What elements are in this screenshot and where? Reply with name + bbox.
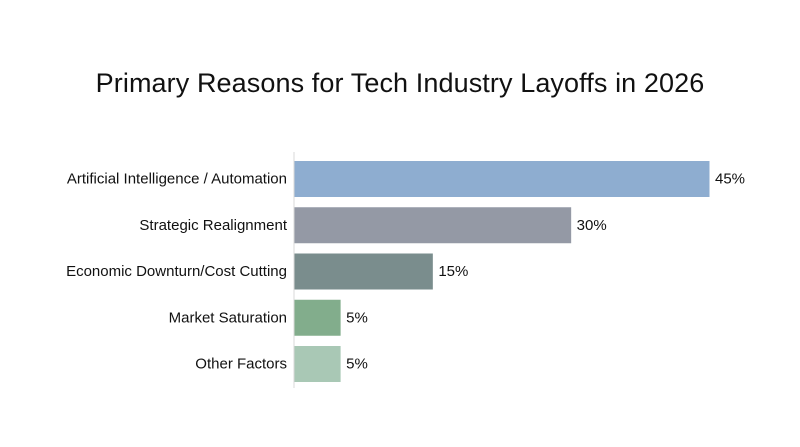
bar-1: [294, 207, 572, 244]
bar-3: [294, 299, 341, 336]
category-label: Strategic Realignment: [139, 217, 287, 234]
value-label: 30%: [577, 217, 607, 234]
bars-group: Artificial Intelligence / Automation 45% S…: [66, 161, 745, 382]
bar-0: [294, 161, 710, 197]
value-label: 15%: [438, 263, 468, 280]
category-label: Artificial Intelligence / Automation: [67, 171, 287, 188]
bar-2: [294, 253, 433, 290]
category-label: Market Saturation: [169, 309, 287, 326]
value-label: 5%: [346, 309, 368, 326]
bar-4: [294, 346, 341, 382]
category-label: Economic Downturn/Cost Cutting: [66, 263, 287, 280]
category-label: Other Factors: [195, 356, 287, 373]
chart-title: Primary Reasons for Tech Industry Layoff…: [95, 68, 705, 98]
value-label: 45%: [715, 171, 745, 188]
value-label: 5%: [346, 356, 368, 373]
